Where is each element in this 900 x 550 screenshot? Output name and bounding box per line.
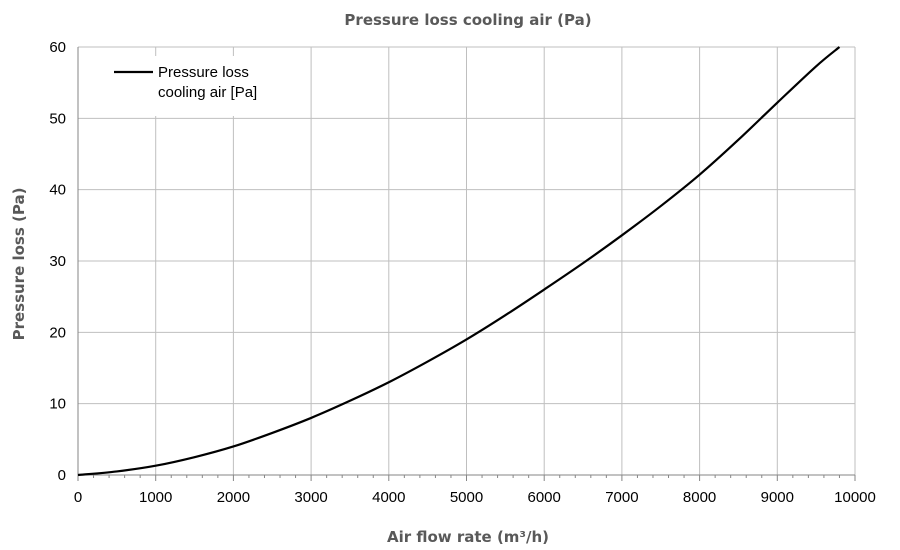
chart-title: Pressure loss cooling air (Pa) <box>344 11 591 29</box>
x-tick-label: 6000 <box>528 489 561 506</box>
x-tick-label: 9000 <box>761 489 794 506</box>
x-tick-label: 0 <box>74 489 82 506</box>
legend-background <box>90 56 295 116</box>
x-tick-label: 8000 <box>683 489 716 506</box>
series <box>77 46 841 477</box>
tick-labels: 0 1000 2000 3000 4000 5000 6000 7000 8000 9000 100… <box>49 39 876 506</box>
y-tick-label: 0 <box>58 467 66 484</box>
series-line <box>77 46 841 477</box>
legend-label: Pressure loss cooling air [Pa] <box>158 64 257 101</box>
x-tick-label: 5000 <box>450 489 483 506</box>
y-tick-label: 30 <box>49 253 66 270</box>
x-tick-label: 3000 <box>294 489 327 506</box>
axes <box>77 47 856 481</box>
grid <box>78 46 856 475</box>
y-tick-label: 50 <box>49 110 66 127</box>
y-tick-label: 40 <box>49 182 66 199</box>
x-tick-label: 1000 <box>139 489 172 506</box>
y-tick-label: 60 <box>49 39 66 56</box>
x-tick-label: 4000 <box>372 489 405 506</box>
x-axis-label: Air flow rate (m³/h) <box>387 528 549 546</box>
legend-label-line: cooling air [Pa] <box>158 84 257 101</box>
x-tick-label: 10000 <box>834 489 876 506</box>
y-axis-label: Pressure loss (Pa) <box>10 188 28 341</box>
x-tick-label: 7000 <box>605 489 638 506</box>
legend-label-line: Pressure loss <box>158 64 249 81</box>
legend: Pressure loss cooling air [Pa] <box>90 56 295 116</box>
x-tick-label: 2000 <box>217 489 250 506</box>
y-tick-label: 10 <box>49 396 66 413</box>
y-tick-label: 20 <box>49 324 66 341</box>
